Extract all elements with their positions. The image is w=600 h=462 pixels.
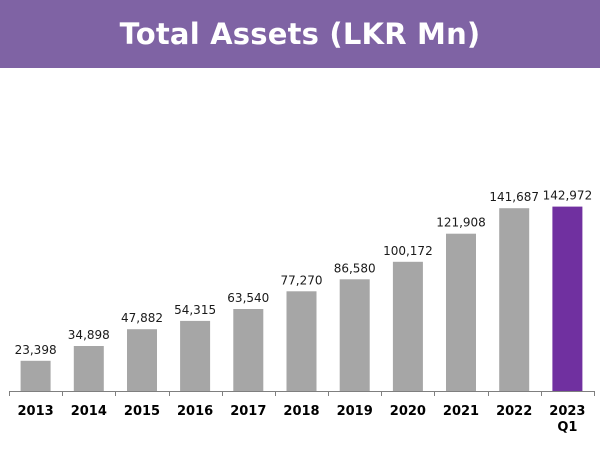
- value-label: 34,898: [68, 328, 110, 342]
- category-label: 2022: [496, 404, 532, 419]
- bar-chart: 23,398 34,898 47,882 54,315 63,540 77,270 86,5…: [9, 189, 595, 435]
- value-label: 142,972: [543, 189, 593, 203]
- category-labels-layer: 2013 2014 2015 2016 2017 2018 2019 2020 2021 2022…: [18, 404, 586, 435]
- bar-2017: [233, 309, 264, 391]
- value-label: 54,315: [174, 303, 216, 317]
- value-labels-layer: 23,398 34,898 47,882 54,315 63,540 77,270 86,5…: [15, 189, 593, 357]
- category-label: 2019: [337, 404, 373, 419]
- value-label: 100,172: [383, 244, 433, 258]
- bar-2016: [180, 320, 211, 391]
- bar-2014: [73, 346, 104, 391]
- bar-2013: [20, 360, 51, 391]
- bar-2020: [392, 261, 423, 391]
- bar-2021: [446, 233, 476, 391]
- value-label: 121,908: [436, 216, 486, 230]
- title-bar: Total Assets (LKR Mn): [0, 0, 600, 68]
- value-label: 77,270: [281, 273, 323, 287]
- category-label: 2018: [283, 404, 319, 419]
- chart-title: Total Assets (LKR Mn): [119, 17, 481, 51]
- category-label: 2020: [390, 404, 426, 419]
- bar-2023-q1: [552, 206, 583, 391]
- category-label: 2021: [443, 404, 479, 419]
- category-label: 2023 Q1: [549, 404, 585, 435]
- bar-2019: [339, 279, 370, 391]
- category-label: 2014: [71, 404, 107, 419]
- bar-2018: [286, 291, 317, 391]
- x-axis-ticks: [9, 391, 595, 396]
- category-label: 2016: [177, 404, 213, 419]
- category-label: 2017: [230, 404, 266, 419]
- value-label: 63,540: [227, 291, 269, 305]
- value-label: 86,580: [334, 261, 376, 275]
- category-label: 2015: [124, 404, 160, 419]
- value-label: 47,882: [121, 311, 163, 325]
- value-label: 141,687: [489, 190, 539, 204]
- value-label: 23,398: [15, 343, 57, 357]
- category-label: 2013: [18, 404, 54, 419]
- bars-layer: [20, 206, 583, 391]
- bar-2015: [127, 329, 157, 391]
- chart-area: 23,398 34,898 47,882 54,315 63,540 77,270 86,5…: [0, 68, 600, 462]
- bar-2022: [499, 208, 530, 391]
